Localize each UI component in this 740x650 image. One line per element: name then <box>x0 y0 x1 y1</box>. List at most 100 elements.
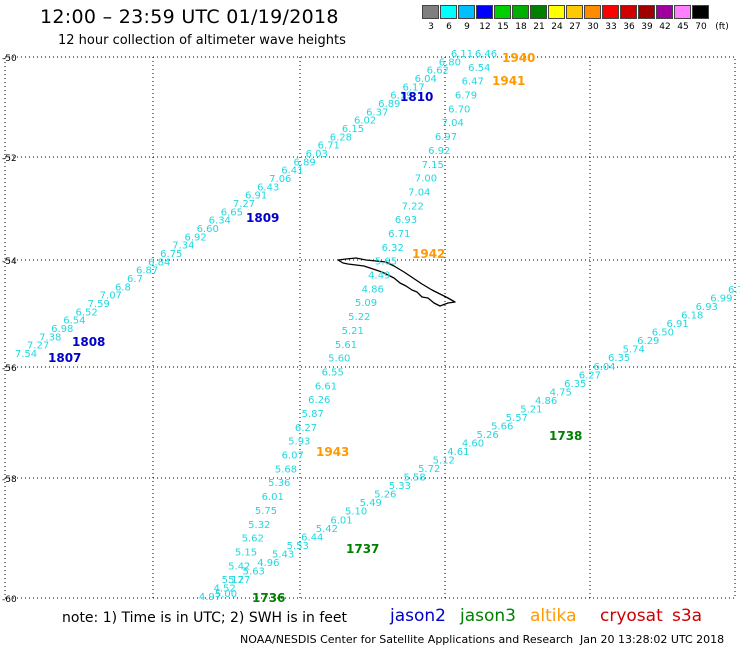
wave-height-value: 4.61 <box>447 447 469 458</box>
wave-height-value: 6.27 <box>295 423 317 434</box>
legend-swatch <box>458 5 475 19</box>
credit-line: NOAA/NESDIS Center for Satellite Applica… <box>240 633 574 646</box>
legend-jason2: jason2 <box>390 606 446 626</box>
wave-height-value: 4.60 <box>462 439 484 450</box>
wave-height-value: 6.04 <box>415 74 437 85</box>
wave-height-value: 6.27 <box>579 370 601 381</box>
wave-height-value: 6.15 <box>342 124 364 135</box>
legend-cryosat: cryosat <box>600 606 663 626</box>
wave-height-value: 6.03 <box>306 149 328 160</box>
wave-height-value: 5.60 <box>328 354 350 365</box>
wave-height-value: 5.27 <box>228 575 250 586</box>
wave-height-value: 5.12 <box>433 456 455 467</box>
wave-height-value: 6.35 <box>608 353 630 364</box>
generation-timestamp: Jan 20 13:28:02 UTC 2018 <box>580 633 725 646</box>
wave-height-value: 6.71 <box>388 229 410 240</box>
wave-height-value: 5.66 <box>491 421 513 432</box>
legend-swatch <box>494 5 511 19</box>
legend-swatch <box>620 5 637 19</box>
wave-height-value: 4.49 <box>368 271 390 282</box>
wave-height-value: 5.58 <box>403 473 425 484</box>
wave-height-value: 7.06 <box>269 174 291 185</box>
wave-height-value: 6.04 <box>593 362 615 373</box>
wave-height-value: 7.38 <box>39 332 61 343</box>
pass-number: 1737 <box>346 542 379 556</box>
wave-height-value: 6.01 <box>262 492 284 503</box>
legend-swatch <box>638 5 655 19</box>
wave-height-value: 5.26 <box>374 490 396 501</box>
wave-height-value: 5.57 <box>506 413 528 424</box>
lat-label: -54 <box>2 257 17 267</box>
lat-label: -52 <box>2 154 17 164</box>
wave-height-value: 5.36 <box>268 478 290 489</box>
wave-height-value: 6.19 <box>390 91 412 102</box>
pass-number: 1810 <box>400 90 433 104</box>
wave-height-value: 6.62 <box>427 66 449 77</box>
legend-value: 24 <box>551 22 563 32</box>
wave-height-value: 7.15 <box>422 160 444 171</box>
wave-height-value: 4.96 <box>257 558 279 569</box>
wave-height-value: 6.46 <box>475 49 497 60</box>
wave-height-value: 5.62 <box>242 534 264 545</box>
legend-altika: altika <box>530 606 577 626</box>
wave-height-value: 5.75 <box>255 506 277 517</box>
color-legend: 3 6 9 12 15 18 21 24 27 30 33 36 39 42 45 70 (ft) <box>422 5 736 35</box>
legend-value: 6 <box>446 22 452 32</box>
wave-height-value: 5.26 <box>476 430 498 441</box>
pass-number: 1941 <box>492 74 525 88</box>
wave-height-value: 5.65 <box>375 257 397 268</box>
wave-height-value: 5.33 <box>389 481 411 492</box>
legend-s3a: s3a <box>672 606 703 626</box>
wave-height-value: 6.97 <box>435 132 457 143</box>
wave-height-value: 7.27 <box>233 199 255 210</box>
pass-number: 1943 <box>316 445 349 459</box>
wave-height-value: 7.54 <box>15 349 37 360</box>
wave-height-map: -50-52-54-56-58-60-45-42-39-36-33-30 7.5… <box>2 49 740 605</box>
wave-height-value: 5.00 <box>215 589 237 600</box>
wave-height-value: 5.68 <box>275 464 297 475</box>
legend-swatch <box>512 5 529 19</box>
wave-height-value: 6.75 <box>160 249 182 260</box>
legend-value: 15 <box>497 22 509 32</box>
wave-height-value: 7.27 <box>27 341 49 352</box>
wave-height-value: 6.11 <box>451 49 473 60</box>
wave-height-value: 6.99 <box>710 294 732 305</box>
pass-number: 1738 <box>549 429 582 443</box>
pass-number: 1736 <box>252 591 285 605</box>
wave-height-value: 6.32 <box>382 243 404 254</box>
pass-number: 1808 <box>72 335 105 349</box>
wave-height-value: 5.49 <box>360 498 382 509</box>
wave-height-value: 6.34 <box>209 216 231 227</box>
wave-height-value: 5.21 <box>520 404 542 415</box>
legend-swatch <box>602 5 619 19</box>
lat-label: -60 <box>2 595 17 605</box>
wave-height-value: 6.70 <box>448 104 470 115</box>
pass-number: 1809 <box>246 211 279 225</box>
wave-height-value: 6.43 <box>257 182 279 193</box>
legend-value: 45 <box>677 22 689 32</box>
wave-height-value: 6.93 <box>395 215 417 226</box>
wave-height-value: 6.47 <box>462 77 484 88</box>
wave-height-value: 5.42 <box>228 561 250 572</box>
legend-swatch <box>530 5 547 19</box>
legend-value: 27 <box>569 22 581 32</box>
wave-height-value: 7.34 <box>172 241 194 252</box>
legend-swatch <box>566 5 583 19</box>
wave-height-value: 6.8 <box>115 282 131 293</box>
wave-height-value: 5.63 <box>243 566 265 577</box>
wave-height-value: 6.91 <box>245 191 267 202</box>
wave-height-value: 6.02 <box>354 116 376 127</box>
wave-height-value: 4.97 <box>199 592 221 603</box>
wave-height-value: 6.91 <box>666 319 688 330</box>
page-title: 12:00 – 23:59 UTC 01/19/2018 <box>40 6 339 28</box>
wave-height-value: 6.01 <box>330 515 352 526</box>
wave-height-value: 6.55 <box>322 368 344 379</box>
wave-height-value: 5.74 <box>623 345 645 356</box>
legend-value: 33 <box>605 22 617 32</box>
wave-height-value: 6.17 <box>402 82 424 93</box>
wave-height-value: 5.72 <box>418 464 440 475</box>
altimeter-tracks: 7.547.277.386.986.546.527.597.076.86.76.… <box>15 49 740 603</box>
lat-label: -56 <box>2 364 17 374</box>
lat-label: -50 <box>2 54 17 64</box>
page-subtitle: 12 hour collection of altimeter wave hei… <box>58 33 346 48</box>
